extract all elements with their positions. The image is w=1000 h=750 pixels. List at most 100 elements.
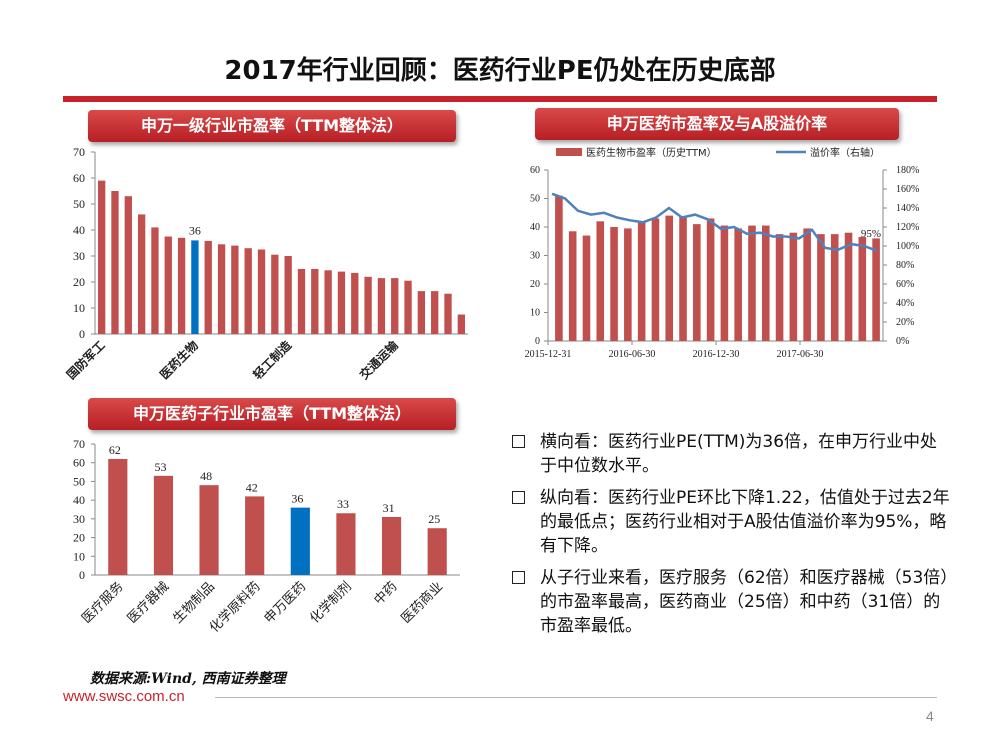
- chart1-bar: [457, 314, 466, 334]
- bullet-item: 横向看：医药行业PE(TTM)为36倍，在申万行业中处于中位数水平。: [510, 430, 950, 478]
- chart3-x-tick-label: 生物制品: [171, 579, 218, 626]
- chart1-y-tick-label: 20: [73, 275, 85, 289]
- chart3-data-label: 53: [154, 460, 166, 474]
- chart3-x-tick-label: 化学制剂: [307, 579, 355, 627]
- chart2-bar: [637, 222, 646, 341]
- chart2-bar: [693, 224, 701, 341]
- bullet-item: 从子行业来看，医疗服务（62倍）和医疗器械（53倍）的市盈率最高，医药商业（25…: [510, 566, 950, 638]
- chart1-bar: [417, 291, 426, 334]
- chart3-x-tick-label: 申万医药: [262, 579, 309, 626]
- chart3-title: 申万医药子行业市盈率（TTM整体法）: [88, 398, 456, 430]
- chart2-bar: [872, 238, 880, 341]
- chart3-y-tick-label: 50: [73, 474, 85, 488]
- chart1-bar: [137, 214, 146, 334]
- chart1-y-tick-label: 70: [73, 145, 85, 159]
- chart1-y-tick-label: 60: [73, 171, 85, 185]
- chart3-y-tick-label: 0: [79, 568, 85, 582]
- chart2-left-tick-label: 30: [530, 251, 540, 262]
- chart1-x-tick-label: 交通运输: [356, 337, 401, 382]
- chart1-bar: [177, 237, 186, 334]
- chart3-y-tick-label: 70: [73, 437, 85, 451]
- chart2-bar: [734, 228, 742, 341]
- chart2-right-tick-label: 80%: [896, 260, 914, 271]
- chart2-right-tick-label: 0%: [896, 336, 909, 347]
- chart2-bar: [555, 195, 563, 341]
- chart2-right-tick-label: 100%: [896, 241, 919, 252]
- title-underline: [63, 96, 937, 102]
- chart1-bar: [217, 244, 226, 334]
- chart1-x-tick-label: 医药生物: [156, 338, 201, 383]
- chart1-bar-highlight: [191, 240, 199, 334]
- chart3-data-label: 48: [200, 469, 212, 483]
- chart3-bar: [381, 516, 402, 575]
- chart2-bar: [651, 218, 660, 341]
- chart1-bar: [271, 254, 279, 334]
- chart2-right-tick-label: 120%: [896, 222, 919, 233]
- chart1-bar: [244, 248, 252, 334]
- chart1-bar: [391, 278, 399, 334]
- chart1-bar: [404, 280, 412, 334]
- page-number: 4: [926, 708, 934, 724]
- chart1-bar: [124, 196, 132, 334]
- chart2-bar: [610, 227, 618, 341]
- chart2-bar: [803, 228, 811, 341]
- chart2-left-tick-label: 20: [530, 279, 540, 290]
- chart2-legend-line-label: 溢价率（右轴）: [810, 146, 880, 159]
- checkbox-bullet-icon: [512, 435, 525, 448]
- chart3-bar: [245, 496, 265, 575]
- chart2-bar: [582, 235, 591, 341]
- chart1-bar: [257, 249, 266, 334]
- chart2-x-tick-label: 2016-12-30: [693, 349, 740, 360]
- chart2-bar: [596, 221, 605, 341]
- chart1-bars: [97, 180, 466, 334]
- chart3-x-tick-label: 中药: [371, 579, 400, 608]
- chart2-bar: [624, 228, 632, 341]
- chart3-data-label: 36: [291, 492, 303, 506]
- chart2-bar: [706, 218, 715, 341]
- chart2-left-tick-label: 50: [530, 194, 540, 205]
- chart1-y-tick-label: 40: [73, 223, 85, 237]
- chart1-bar: [364, 276, 372, 334]
- chart2-legend-bar-swatch: [556, 148, 582, 156]
- chart2-bar: [568, 231, 577, 341]
- chart1-y-tick-label: 10: [73, 301, 85, 315]
- chart3-x-tick-label: 医疗服务: [79, 579, 127, 627]
- chart1-y-tick-label: 30: [73, 249, 85, 263]
- chart1-data-label: 36: [189, 223, 201, 237]
- chart2-title: 申万医药市盈率及与A股溢价率: [535, 108, 899, 140]
- chart2-premium-line: [551, 192, 878, 252]
- chart2-bar: [844, 232, 853, 341]
- chart2-right-tick-label: 140%: [896, 203, 919, 214]
- chart1-bar: [111, 191, 119, 334]
- chart1-bar: [337, 271, 346, 334]
- data-source: 数据来源:Wind, 西南证券整理: [90, 671, 286, 687]
- chart2-x-tick-label: 2017-06-30: [777, 349, 824, 360]
- chart3-y-tick-label: 20: [73, 531, 85, 545]
- chart1-x-tick-label: 轻工制造: [250, 337, 295, 382]
- chart2-bar: [775, 234, 784, 341]
- chart1-y-tick-label: 0: [79, 327, 85, 341]
- chart3-data-label: 31: [383, 501, 395, 515]
- chart2-right-tick-label: 20%: [896, 317, 914, 328]
- chart2-right-tick-label: 40%: [896, 298, 914, 309]
- chart1-svg: 0 10 20 30 40 50 60 70 国防军工 36 医药生物 轻工制造 交通运输: [63, 145, 468, 383]
- chart1-y-tick-label: 50: [73, 197, 85, 211]
- chart2-svg: 0 10 20 30 40 50 60 0% 20% 40% 60% 80% 100% 120% 140% 1…: [525, 146, 920, 360]
- chart2-bar: [789, 232, 798, 341]
- chart3-y-tick-label: 60: [73, 456, 85, 470]
- page-title: 2017年行业回顾：医药行业PE仍处在历史底部: [224, 56, 776, 86]
- website-link[interactable]: www.swsc.com.cn: [63, 688, 185, 705]
- chart3-bar: [336, 513, 356, 575]
- chart1-bar: [204, 240, 212, 334]
- chart1-bar: [431, 291, 439, 334]
- chart3-x-tick-label: 医疗器械: [125, 579, 172, 626]
- chart1-bar: [284, 256, 292, 334]
- chart3-y-tick-label: 40: [73, 493, 85, 507]
- chart2-x-tick-label: 2015-12-31: [525, 349, 572, 360]
- chart1-bar: [377, 278, 386, 334]
- chart2-left-tick-label: 0: [535, 336, 540, 347]
- chart3-bar-highlight: [290, 507, 310, 575]
- footer-divider: [215, 697, 937, 698]
- bullet-item: 纵向看：医药行业PE环比下降1.22，估值处于过去2年的最低点；医药行业相对于A…: [510, 486, 950, 558]
- chart3-data-label: 33: [337, 497, 349, 511]
